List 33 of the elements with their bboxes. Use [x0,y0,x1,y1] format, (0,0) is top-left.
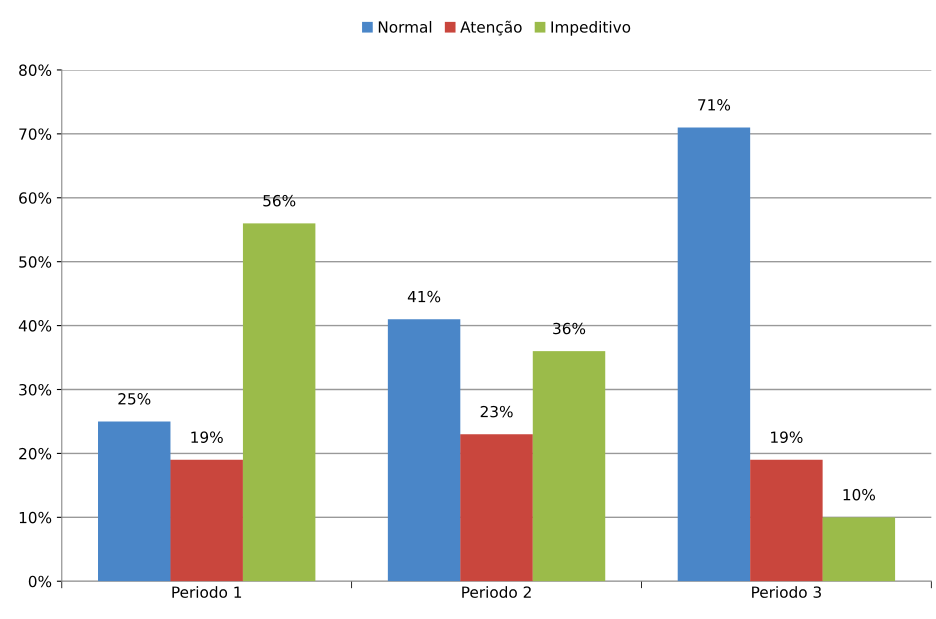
y-tick-label: 60% [19,192,52,204]
y-tick-label: 80% [19,64,52,76]
data-label: 10% [844,488,875,500]
data-label: 56% [263,194,296,206]
bar [532,351,606,582]
bar [822,517,896,582]
data-label: 25% [118,393,150,405]
x-tick-label: Periodo 1 [172,586,242,598]
bar [388,319,460,582]
legend-label: Normal [378,20,432,33]
bar [242,223,316,582]
bar [98,421,170,582]
x-tick-label: Periodo 2 [462,586,531,598]
y-tick-label: 50% [19,256,52,268]
legend-label: Atenção [460,20,522,36]
bar [750,460,823,582]
y-tick-label: 0% [28,576,52,588]
data-label: 41% [408,290,440,302]
legend-label: Impeditivo [551,20,630,36]
data-label: 36% [553,322,586,334]
bar [460,434,533,582]
y-tick-label: 70% [19,128,52,140]
data-label: 23% [480,406,513,418]
x-tick-label: Periodo 3 [752,586,821,598]
bar [170,460,243,582]
y-tick-label: 30% [19,384,52,396]
y-tick-label: 10% [20,512,52,524]
bar [678,127,750,582]
data-label: 19% [771,431,803,443]
y-tick-label: 20% [19,448,52,460]
data-label: 71% [698,99,730,111]
data-label: 19% [191,431,223,443]
y-tick-label: 40% [18,320,52,332]
